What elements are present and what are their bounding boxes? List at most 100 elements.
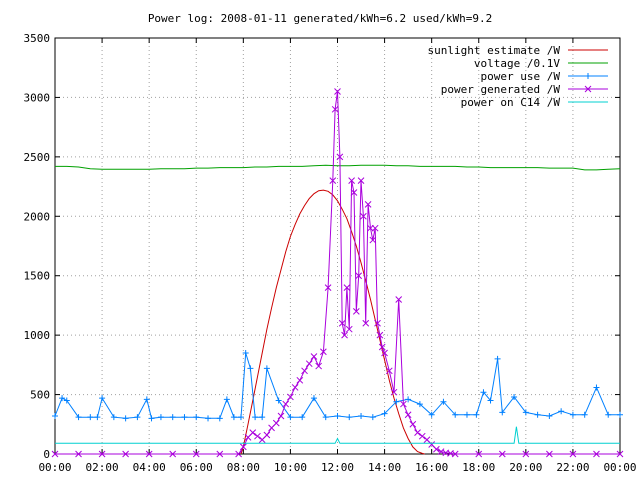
data-point — [87, 414, 94, 421]
data-point — [404, 411, 412, 419]
data-point — [98, 450, 106, 458]
data-point — [216, 450, 224, 458]
data-point — [358, 412, 365, 419]
legend-label: sunlight estimate /W — [428, 44, 561, 57]
legend-label: voltage /0.1V — [474, 57, 560, 70]
data-point — [409, 420, 417, 428]
x-tick-label: 10:00 — [274, 461, 307, 474]
data-point — [360, 212, 367, 220]
data-point — [110, 414, 117, 421]
data-point — [499, 409, 506, 416]
legend-marker — [584, 85, 592, 93]
data-point — [569, 450, 577, 458]
x-tick-label: 02:00 — [86, 461, 119, 474]
data-point — [205, 415, 212, 422]
data-point — [367, 224, 374, 232]
data-point — [616, 450, 624, 458]
data-point — [249, 429, 257, 436]
data-point — [393, 398, 400, 405]
x-tick-label: 20:00 — [509, 461, 542, 474]
data-point — [546, 412, 553, 419]
data-point — [348, 177, 355, 184]
data-point — [287, 393, 294, 401]
axis-ticks: 0 500 1000 1500 2000 2500 3000 3500 00:00 02:00 04… — [24, 32, 637, 474]
data-point — [322, 414, 329, 421]
data-point — [148, 415, 155, 422]
data-point — [334, 88, 341, 95]
series-line — [55, 91, 620, 455]
y-tick-label: 0 — [43, 448, 50, 461]
data-point — [416, 401, 423, 408]
series-0 — [240, 189, 425, 455]
data-point — [193, 414, 200, 421]
y-tick-label: 2500 — [24, 151, 51, 164]
data-point — [374, 319, 381, 327]
x-tick-label: 08:00 — [227, 461, 260, 474]
x-tick-label: 14:00 — [368, 461, 401, 474]
data-point — [75, 450, 82, 458]
data-point — [143, 396, 150, 403]
series-line — [55, 164, 621, 171]
data-point — [192, 450, 200, 458]
x-tick-label: 16:00 — [415, 461, 448, 474]
data-point — [63, 397, 70, 404]
data-point — [134, 414, 141, 421]
data-point — [371, 224, 379, 232]
data-point — [352, 308, 360, 315]
data-point — [378, 343, 386, 351]
data-point — [94, 414, 101, 421]
data-point — [291, 384, 299, 391]
data-point — [216, 415, 223, 422]
data-point — [275, 397, 282, 404]
series-line — [55, 426, 620, 444]
x-tick-label: 12:00 — [321, 461, 354, 474]
series-4 — [55, 426, 620, 444]
data-point — [498, 450, 506, 458]
data-point — [157, 414, 164, 421]
data-point — [247, 365, 254, 372]
data-point — [369, 236, 377, 244]
grid-lines — [55, 38, 620, 454]
data-point — [223, 396, 230, 403]
series-1 — [55, 164, 621, 171]
data-point — [357, 177, 365, 184]
data-point — [336, 153, 344, 161]
data-point — [263, 431, 271, 439]
data-point — [440, 398, 447, 405]
data-point — [605, 411, 612, 418]
data-point — [338, 319, 346, 327]
data-point — [480, 389, 487, 396]
data-point — [169, 414, 176, 421]
data-point — [395, 296, 403, 303]
y-tick-label: 2000 — [24, 210, 51, 223]
data-point — [376, 331, 384, 339]
data-point — [237, 414, 244, 421]
legend-label: power on C14 /W — [461, 96, 561, 109]
y-tick-label: 3500 — [24, 32, 51, 45]
y-tick-label: 1000 — [24, 329, 51, 342]
x-tick-label: 04:00 — [133, 461, 166, 474]
data-point — [433, 445, 440, 453]
data-point — [534, 411, 541, 418]
data-point — [122, 450, 129, 458]
data-point — [405, 396, 412, 403]
data-point — [511, 393, 518, 400]
data-point — [305, 360, 313, 368]
x-tick-label: 22:00 — [556, 461, 589, 474]
data-point — [617, 411, 623, 418]
series-line — [240, 189, 425, 455]
data-point — [230, 414, 237, 421]
data-point — [52, 412, 58, 419]
data-point — [362, 319, 370, 327]
data-point — [334, 412, 341, 419]
data-point — [414, 429, 421, 436]
data-point — [329, 177, 337, 184]
data-point — [428, 411, 435, 418]
data-point — [181, 414, 188, 421]
data-point — [558, 408, 565, 415]
series-layer — [51, 88, 624, 458]
data-point — [522, 409, 529, 416]
data-point — [282, 400, 290, 408]
